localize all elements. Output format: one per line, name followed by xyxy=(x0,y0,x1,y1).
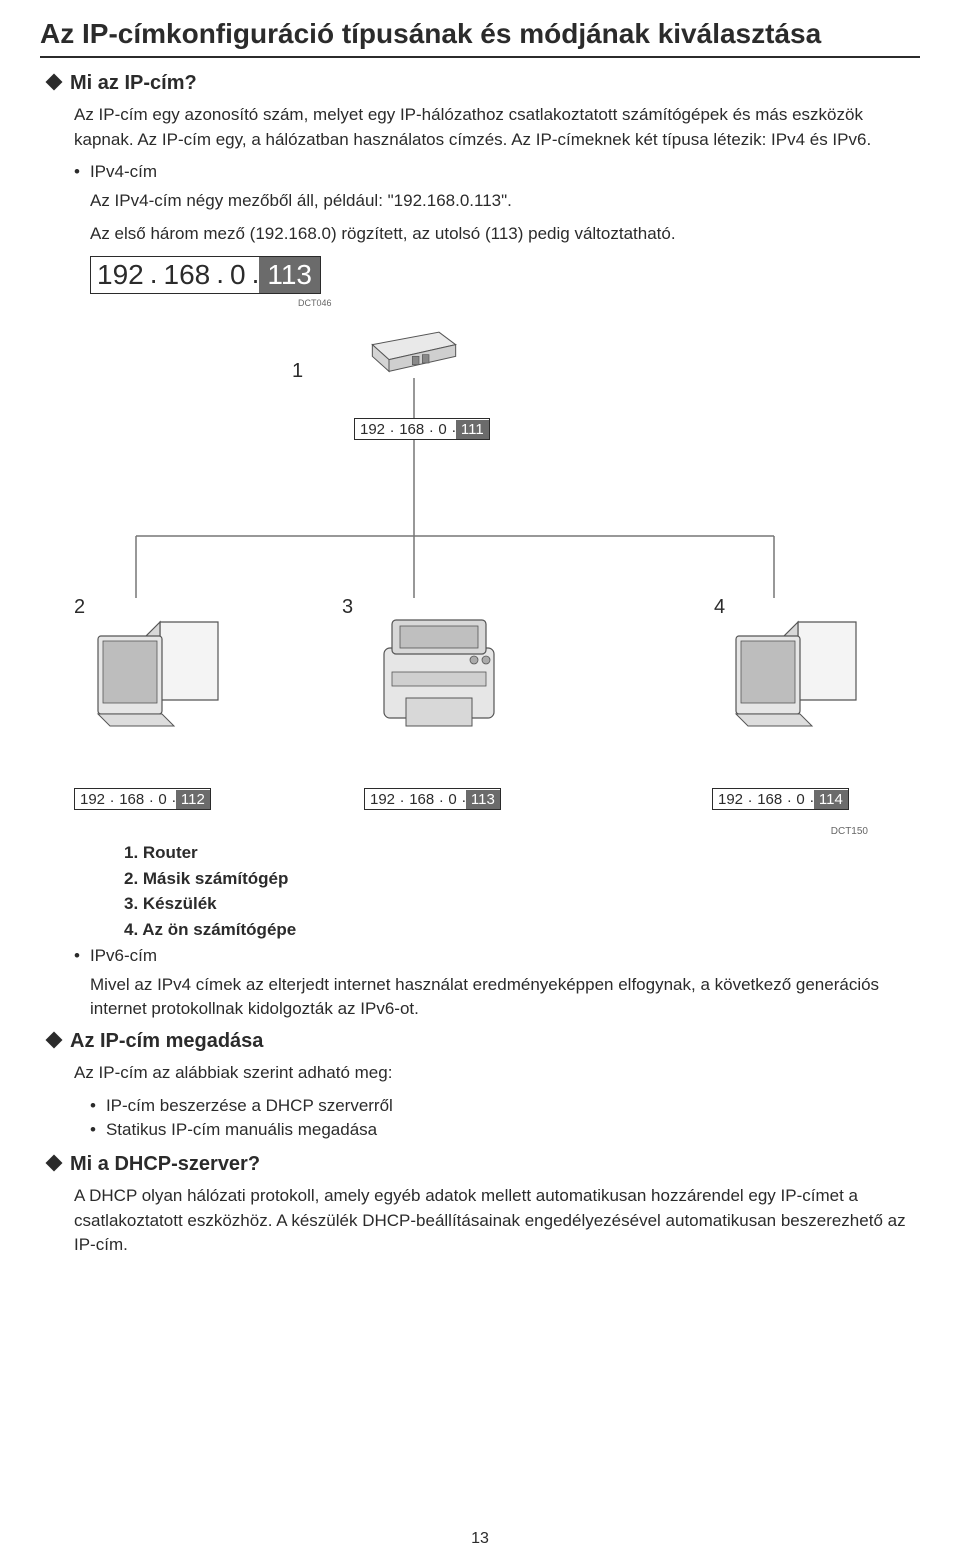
figure-code: DCT046 xyxy=(298,298,920,308)
paragraph: Az IP-cím egy azonosító szám, melyet egy… xyxy=(74,103,920,152)
ip-segment: 168 xyxy=(752,790,787,809)
ip-segment: 0 xyxy=(153,790,171,809)
bullet-item: Statikus IP-cím manuális megadása xyxy=(90,1118,920,1143)
figure-number: 2 xyxy=(74,596,85,619)
diamond-icon xyxy=(46,74,63,91)
paragraph: Az IPv4-cím négy mezőből áll, például: "… xyxy=(90,189,920,214)
heading-text: Az IP-cím megadása xyxy=(70,1030,263,1052)
page-number: 13 xyxy=(471,1530,489,1548)
section-set-ip: Az IP-cím megadása xyxy=(48,1030,920,1053)
ip-segment-highlight: 114 xyxy=(814,790,848,809)
section-what-is-ip: Mi az IP-cím? xyxy=(48,72,920,95)
ip-segment: 168 xyxy=(158,257,217,293)
legend-item: 2. Másik számítógép xyxy=(124,866,296,892)
connector-lines xyxy=(74,318,954,838)
page-title: Az IP-címkonfiguráció típusának és módjá… xyxy=(40,18,920,58)
network-figure: 1 192. 168. 0. 111 2 3 4 xyxy=(74,318,920,938)
printer-icon xyxy=(364,608,514,738)
ip-segment: 168 xyxy=(404,790,439,809)
figure-code: DCT150 xyxy=(831,826,868,837)
ip-segment: 192 xyxy=(365,790,400,809)
figure-number: 3 xyxy=(342,596,353,619)
ip-segment-highlight: 113 xyxy=(259,257,320,293)
ip-segment: 0 xyxy=(443,790,461,809)
ip-segment: 192 xyxy=(713,790,748,809)
figure-number: 4 xyxy=(714,596,725,619)
ip-segment: 192 xyxy=(91,257,150,293)
ip-label-node3: 192. 168. 0. 113 xyxy=(364,788,501,810)
ip-segment-highlight: 113 xyxy=(466,790,500,809)
paragraph: Az IP-cím az alábbiak szerint adható meg… xyxy=(74,1061,920,1086)
diamond-icon xyxy=(46,1155,63,1172)
ip-label-node4: 192. 168. 0. 114 xyxy=(712,788,849,810)
ip-segment-highlight: 112 xyxy=(176,790,210,809)
legend-item: 3. Készülék xyxy=(124,891,296,917)
ip-segment: 0 xyxy=(791,790,809,809)
diamond-icon xyxy=(46,1032,63,1049)
ipv6-bullet-label: IPv6-cím xyxy=(74,944,920,969)
paragraph: Az első három mező (192.168.0) rögzített… xyxy=(90,222,920,247)
ip-dot: . xyxy=(150,258,158,293)
legend-item: 1. Router xyxy=(124,840,296,866)
ip-box-large: 192. 168. 0. 113 xyxy=(90,256,920,294)
computer-icon xyxy=(92,616,232,736)
section-dhcp: Mi a DHCP-szerver? xyxy=(48,1153,920,1176)
ipv4-bullet-label: IPv4-cím xyxy=(74,160,920,185)
ip-segment: 168 xyxy=(114,790,149,809)
heading-text: Mi az IP-cím? xyxy=(70,72,197,94)
paragraph: Mivel az IPv4 címek az elterjedt interne… xyxy=(90,973,920,1022)
ip-label-node2: 192. 168. 0. 112 xyxy=(74,788,211,810)
bullet-item: IP-cím beszerzése a DHCP szerverről xyxy=(90,1094,920,1119)
ip-segment: 0 xyxy=(224,257,252,293)
ip-segment: 192 xyxy=(75,790,110,809)
legend-item: 4. Az ön számítógépe xyxy=(124,917,296,943)
ip-dot: . xyxy=(252,258,260,293)
computer-icon xyxy=(730,616,870,736)
paragraph: A DHCP olyan hálózati protokoll, amely e… xyxy=(74,1184,920,1258)
ip-dot: . xyxy=(216,258,224,293)
heading-text: Mi a DHCP-szerver? xyxy=(70,1153,260,1175)
